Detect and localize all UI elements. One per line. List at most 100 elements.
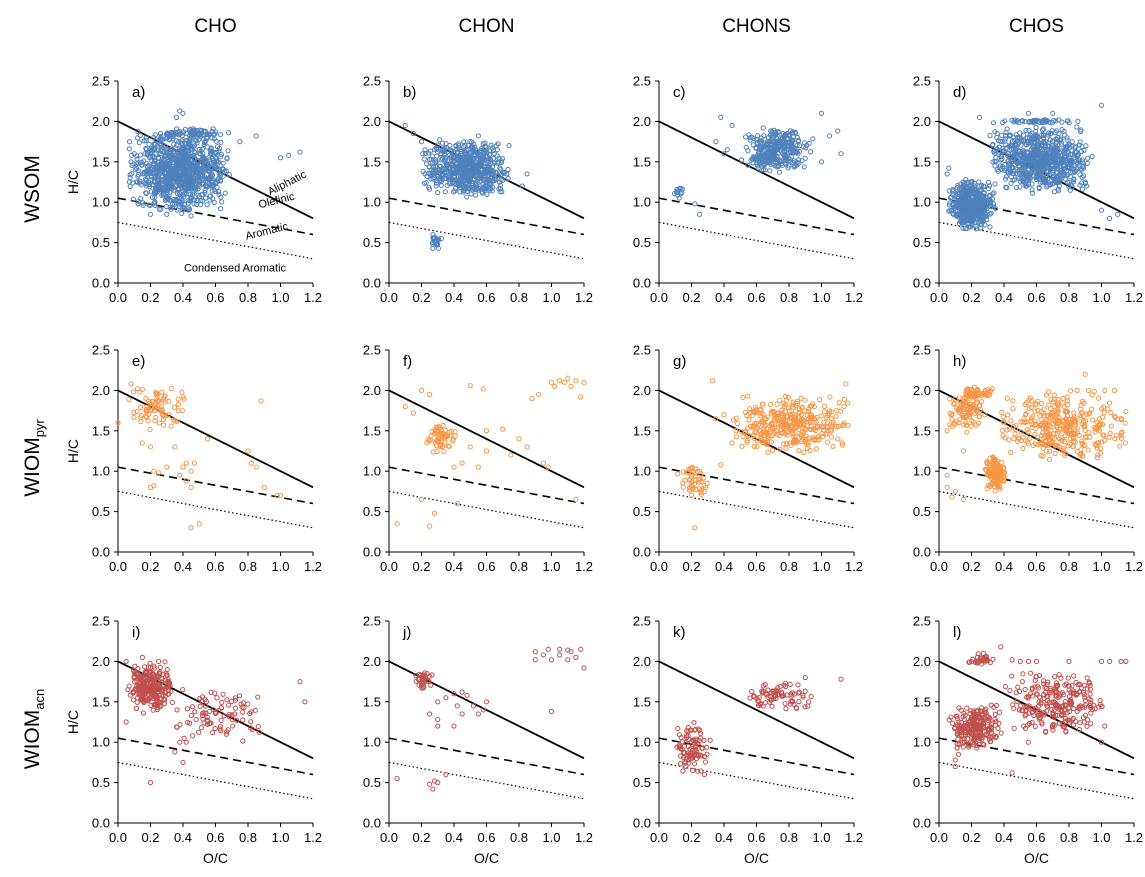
data-point (152, 141, 158, 148)
x-tick-label: 1.2 (304, 290, 322, 305)
y-tick-label: 1.0 (92, 735, 110, 750)
data-point (967, 411, 973, 418)
data-point (1065, 159, 1071, 165)
data-point (1043, 159, 1049, 165)
data-point (179, 200, 185, 206)
data-point (225, 130, 232, 136)
data-point (458, 148, 464, 155)
data-point (129, 171, 135, 177)
data-point (1053, 118, 1059, 124)
data-point (1006, 426, 1012, 432)
data-point (1059, 169, 1065, 175)
x-tick-label: 0.2 (141, 830, 159, 845)
data-point (131, 675, 137, 681)
data-point (158, 404, 164, 410)
data-point (1044, 150, 1050, 156)
row-title-subscript: acn (32, 689, 47, 710)
x-tick-label: 0.6 (1027, 559, 1045, 574)
data-point (497, 182, 504, 188)
data-point (781, 139, 787, 145)
data-point (947, 422, 953, 428)
data-point (177, 472, 183, 478)
data-point (964, 407, 970, 413)
data-point (135, 135, 141, 141)
data-point (441, 169, 447, 175)
data-point (473, 192, 479, 198)
data-point (1117, 443, 1123, 449)
data-point (821, 403, 828, 410)
data-point (135, 172, 142, 178)
data-point (428, 433, 434, 439)
data-point (140, 202, 146, 208)
data-point (430, 449, 436, 455)
data-point (212, 131, 218, 137)
data-point (1001, 419, 1007, 425)
data-point (991, 458, 998, 464)
data-point (195, 130, 202, 136)
panel-letter: e) (132, 353, 145, 370)
data-point (143, 678, 149, 684)
data-point (676, 195, 682, 201)
data-point (467, 167, 473, 174)
data-point (1062, 418, 1068, 424)
data-point (1010, 165, 1016, 171)
data-point (493, 169, 499, 175)
data-point (821, 419, 827, 425)
data-point (1028, 415, 1034, 421)
data-point (274, 492, 280, 499)
data-point (468, 191, 474, 197)
data-point (762, 161, 768, 167)
data-point (770, 431, 776, 437)
data-point (437, 137, 443, 143)
data-point (438, 435, 444, 441)
data-point (1092, 441, 1098, 447)
data-point (769, 408, 775, 414)
data-point (787, 159, 793, 165)
data-point (787, 412, 793, 418)
data-point (180, 110, 186, 116)
data-point (1013, 184, 1020, 191)
panel-d: 0.00.51.01.52.02.50.0 0.2 0.4 0.6 0.8 1.0 1.2d… (913, 74, 1143, 306)
data-point (218, 154, 224, 160)
data-point (1077, 412, 1083, 419)
data-point (175, 408, 181, 414)
data-point (474, 186, 480, 192)
data-point (466, 178, 472, 184)
reference-line-dashed (658, 197, 855, 236)
data-point (784, 440, 790, 446)
data-point (792, 163, 798, 169)
y-tick-label: 1.0 (92, 464, 110, 479)
data-point (1067, 427, 1073, 433)
data-point (493, 143, 499, 149)
data-point (1063, 451, 1069, 457)
data-point (992, 488, 998, 494)
data-point (481, 176, 487, 182)
data-point (971, 180, 977, 186)
data-point (950, 211, 956, 217)
data-point (139, 386, 145, 393)
data-point (1055, 405, 1061, 412)
data-point (477, 162, 483, 168)
data-point (1086, 429, 1092, 436)
x-tick-label: 1.2 (575, 559, 593, 574)
row-title-subscript: pyr (32, 419, 47, 438)
y-tick-label: 1.5 (92, 423, 110, 438)
data-point (1060, 446, 1066, 452)
data-point (988, 198, 994, 204)
data-point (990, 141, 996, 147)
data-point (783, 418, 789, 424)
data-point (792, 415, 799, 421)
x-tick-label: 0.4 (995, 290, 1013, 305)
x-tick-label: 1.0 (542, 290, 560, 305)
data-point (798, 433, 804, 440)
data-point (1032, 441, 1038, 447)
data-point (140, 710, 147, 716)
y-tick-label: 1.0 (633, 195, 651, 210)
data-point (1029, 190, 1036, 196)
data-point (218, 163, 224, 169)
data-point (214, 144, 221, 150)
data-point (955, 182, 961, 188)
data-point (782, 160, 788, 166)
data-point (944, 484, 950, 490)
data-point (420, 151, 426, 157)
